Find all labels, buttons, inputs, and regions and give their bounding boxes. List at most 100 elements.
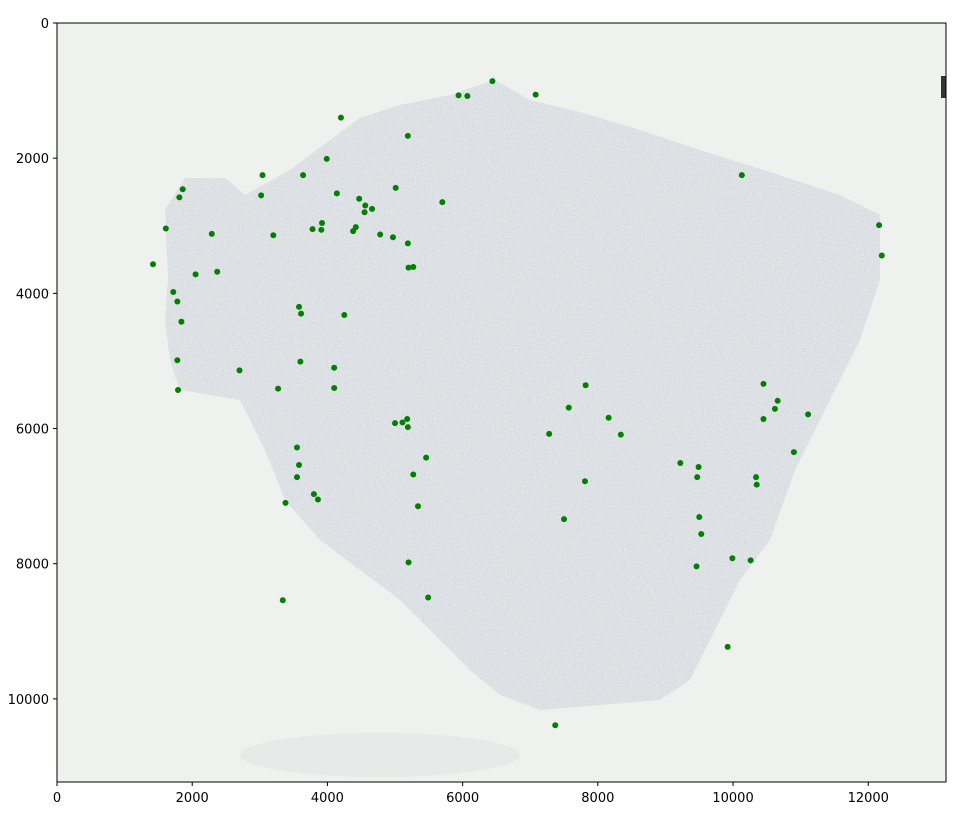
scatter-point-11 xyxy=(179,186,186,193)
scatter-point-60 xyxy=(404,416,411,423)
scatter-point-36 xyxy=(410,263,417,270)
scatter-point-75 xyxy=(753,474,760,481)
scatter-point-57 xyxy=(805,411,812,418)
scatter-point-19 xyxy=(369,205,376,212)
scatter-point-2 xyxy=(455,92,462,99)
scatter-point-67 xyxy=(790,449,797,456)
tissue-lower-fragment xyxy=(240,733,520,777)
scatter-point-78 xyxy=(310,491,317,498)
scatter-point-74 xyxy=(694,474,701,481)
scatter-point-50 xyxy=(175,386,182,393)
y-tick-label-5: 10000 xyxy=(8,693,49,708)
scatter-point-28 xyxy=(270,232,277,239)
x-tick-label-0: 0 xyxy=(53,791,61,806)
scatter-point-6 xyxy=(404,132,411,139)
x-tick-label-1: 2000 xyxy=(176,791,209,806)
scatter-point-26 xyxy=(162,225,169,232)
scatter-point-45 xyxy=(297,358,304,365)
scatter-point-92 xyxy=(552,722,559,729)
scatter-point-53 xyxy=(582,382,589,389)
scatter-point-5 xyxy=(337,114,344,121)
scatter-point-91 xyxy=(724,643,731,650)
scatter-point-34 xyxy=(149,261,156,268)
scatter-point-25 xyxy=(350,228,357,235)
scatter-point-30 xyxy=(389,234,396,241)
scatter-point-18 xyxy=(362,202,369,209)
points-layer xyxy=(149,78,885,729)
scatter-point-56 xyxy=(771,405,778,412)
scatter-point-70 xyxy=(677,459,684,466)
scatter-point-43 xyxy=(341,311,348,318)
x-axis: 0 2000 4000 6000 8000 10000 12000 xyxy=(53,782,889,806)
scatter-point-37 xyxy=(192,271,199,278)
scatter-point-63 xyxy=(404,424,411,431)
x-tick-label-3: 6000 xyxy=(446,791,479,806)
y-tick-label-0: 0 xyxy=(41,17,49,32)
plot-frame xyxy=(56,22,947,783)
scatter-point-10 xyxy=(738,172,745,179)
scatter-point-69 xyxy=(296,462,303,469)
tissue-texture xyxy=(165,80,880,710)
scatter-point-49 xyxy=(275,385,282,392)
scatter-point-22 xyxy=(309,226,316,233)
x-tick-label-2: 4000 xyxy=(311,791,344,806)
scatter-point-61 xyxy=(392,420,399,427)
scatter-point-52 xyxy=(760,380,767,387)
scatter-point-32 xyxy=(876,222,883,229)
scatter-point-73 xyxy=(293,474,300,481)
scatter-point-90 xyxy=(425,594,432,601)
y-tick-label-1: 2000 xyxy=(16,152,49,167)
scatter-point-33 xyxy=(878,252,885,259)
scatter-point-4 xyxy=(532,91,539,98)
scatter-point-48 xyxy=(236,367,243,374)
scatter-point-13 xyxy=(176,194,183,201)
scatter-point-23 xyxy=(318,226,325,233)
scatter-point-68 xyxy=(423,454,430,461)
scatter-point-17 xyxy=(439,199,446,206)
scatter-point-62 xyxy=(399,419,406,426)
scatter-point-27 xyxy=(208,230,215,237)
scatter-point-54 xyxy=(774,397,781,404)
x-tick-label-4: 8000 xyxy=(581,791,614,806)
scatter-point-14 xyxy=(258,192,265,199)
scatter-point-79 xyxy=(314,496,321,503)
scatter-point-80 xyxy=(282,499,289,506)
scatter-point-86 xyxy=(747,557,754,564)
scatter-point-31 xyxy=(404,240,411,247)
y-axis: 0 2000 4000 6000 8000 10000 xyxy=(8,17,57,708)
scatter-point-7 xyxy=(323,155,330,162)
y-tick-label-2: 4000 xyxy=(16,287,49,302)
scatter-point-71 xyxy=(695,464,702,471)
plot-area xyxy=(56,22,947,783)
y-tick-label-3: 6000 xyxy=(16,423,49,438)
scatter-point-65 xyxy=(617,431,624,438)
scatter-point-77 xyxy=(581,478,588,485)
scatter-point-85 xyxy=(729,555,736,562)
scatter-point-29 xyxy=(377,231,384,238)
tissue-section xyxy=(165,76,946,777)
scatter-point-41 xyxy=(296,303,303,310)
scatter-point-3 xyxy=(464,92,471,99)
scatter-point-16 xyxy=(356,195,363,202)
scatter-point-46 xyxy=(174,357,181,364)
scatter-point-82 xyxy=(561,516,568,523)
scatter-point-15 xyxy=(333,190,340,197)
scatter-point-58 xyxy=(605,414,612,421)
scatter-point-88 xyxy=(693,563,700,570)
scatter-point-40 xyxy=(174,298,181,305)
scatter-point-59 xyxy=(760,416,767,423)
scatter-point-20 xyxy=(361,209,368,216)
scatter-point-76 xyxy=(753,481,760,488)
scatter-point-9 xyxy=(300,172,307,179)
scatter-point-55 xyxy=(565,404,572,411)
scatter-point-81 xyxy=(415,503,422,510)
scatter-point-21 xyxy=(319,220,326,227)
scatter-point-39 xyxy=(170,288,177,295)
scatter-point-51 xyxy=(331,384,338,391)
scatter-point-89 xyxy=(279,597,286,604)
edge-marker xyxy=(941,76,946,98)
x-tick-label-6: 12000 xyxy=(848,791,889,806)
scatter-point-87 xyxy=(405,559,412,566)
scatter-point-8 xyxy=(259,172,266,179)
